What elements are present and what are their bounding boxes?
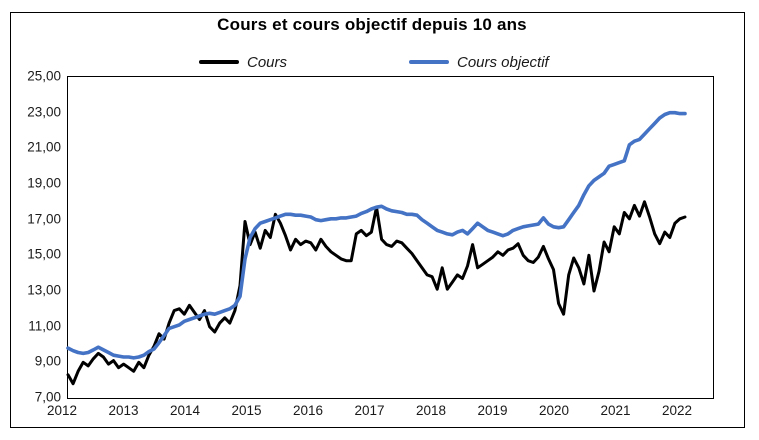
y-tick-label: 19,00: [27, 175, 61, 191]
legend-line-swatch-cours: [199, 60, 239, 64]
x-tick-label: 2019: [477, 403, 508, 418]
x-tick-label: 2017: [354, 403, 385, 418]
x-tick-label: 2015: [231, 403, 262, 418]
x-tick-label: 2022: [661, 403, 693, 418]
x-tick-label: 2020: [538, 403, 570, 418]
x-tick-label: 2012: [46, 403, 78, 418]
y-tick-label: 9,00: [34, 353, 61, 369]
y-tick-label: 15,00: [27, 246, 61, 262]
cours-line: [66, 200, 687, 386]
legend: Cours Cours objectif: [11, 51, 744, 73]
legend-item-cours: Cours: [199, 51, 287, 73]
cours-objectif-line: [66, 110, 687, 360]
x-tick-label: 2018: [415, 403, 447, 418]
series-svg: [66, 110, 687, 386]
chart-frame: Cours et cours objectif depuis 10 ans Co…: [10, 12, 745, 428]
y-tick-label: 17,00: [27, 211, 61, 227]
x-tick-label: 2013: [108, 403, 139, 418]
x-tick-label: 2016: [292, 403, 324, 418]
legend-label-cours-objectif: Cours objectif: [457, 53, 549, 71]
y-tick-label: 11,00: [28, 318, 61, 334]
y-tick-label: 21,00: [27, 139, 61, 155]
plot-area: [66, 76, 714, 399]
x-tick-label: 2021: [600, 403, 631, 418]
x-tick-label: 2014: [169, 403, 201, 418]
y-tick-label: 23,00: [27, 104, 61, 120]
y-tick-label: 7,00: [34, 389, 61, 405]
y-tick-label: 13,00: [27, 282, 61, 298]
y-tick-label: 25,00: [27, 68, 61, 84]
legend-item-cours-objectif: Cours objectif: [409, 51, 549, 73]
legend-label-cours: Cours: [247, 53, 288, 71]
chart-title: Cours et cours objectif depuis 10 ans: [217, 15, 527, 34]
legend-line-swatch-cours-objectif: [409, 60, 449, 64]
